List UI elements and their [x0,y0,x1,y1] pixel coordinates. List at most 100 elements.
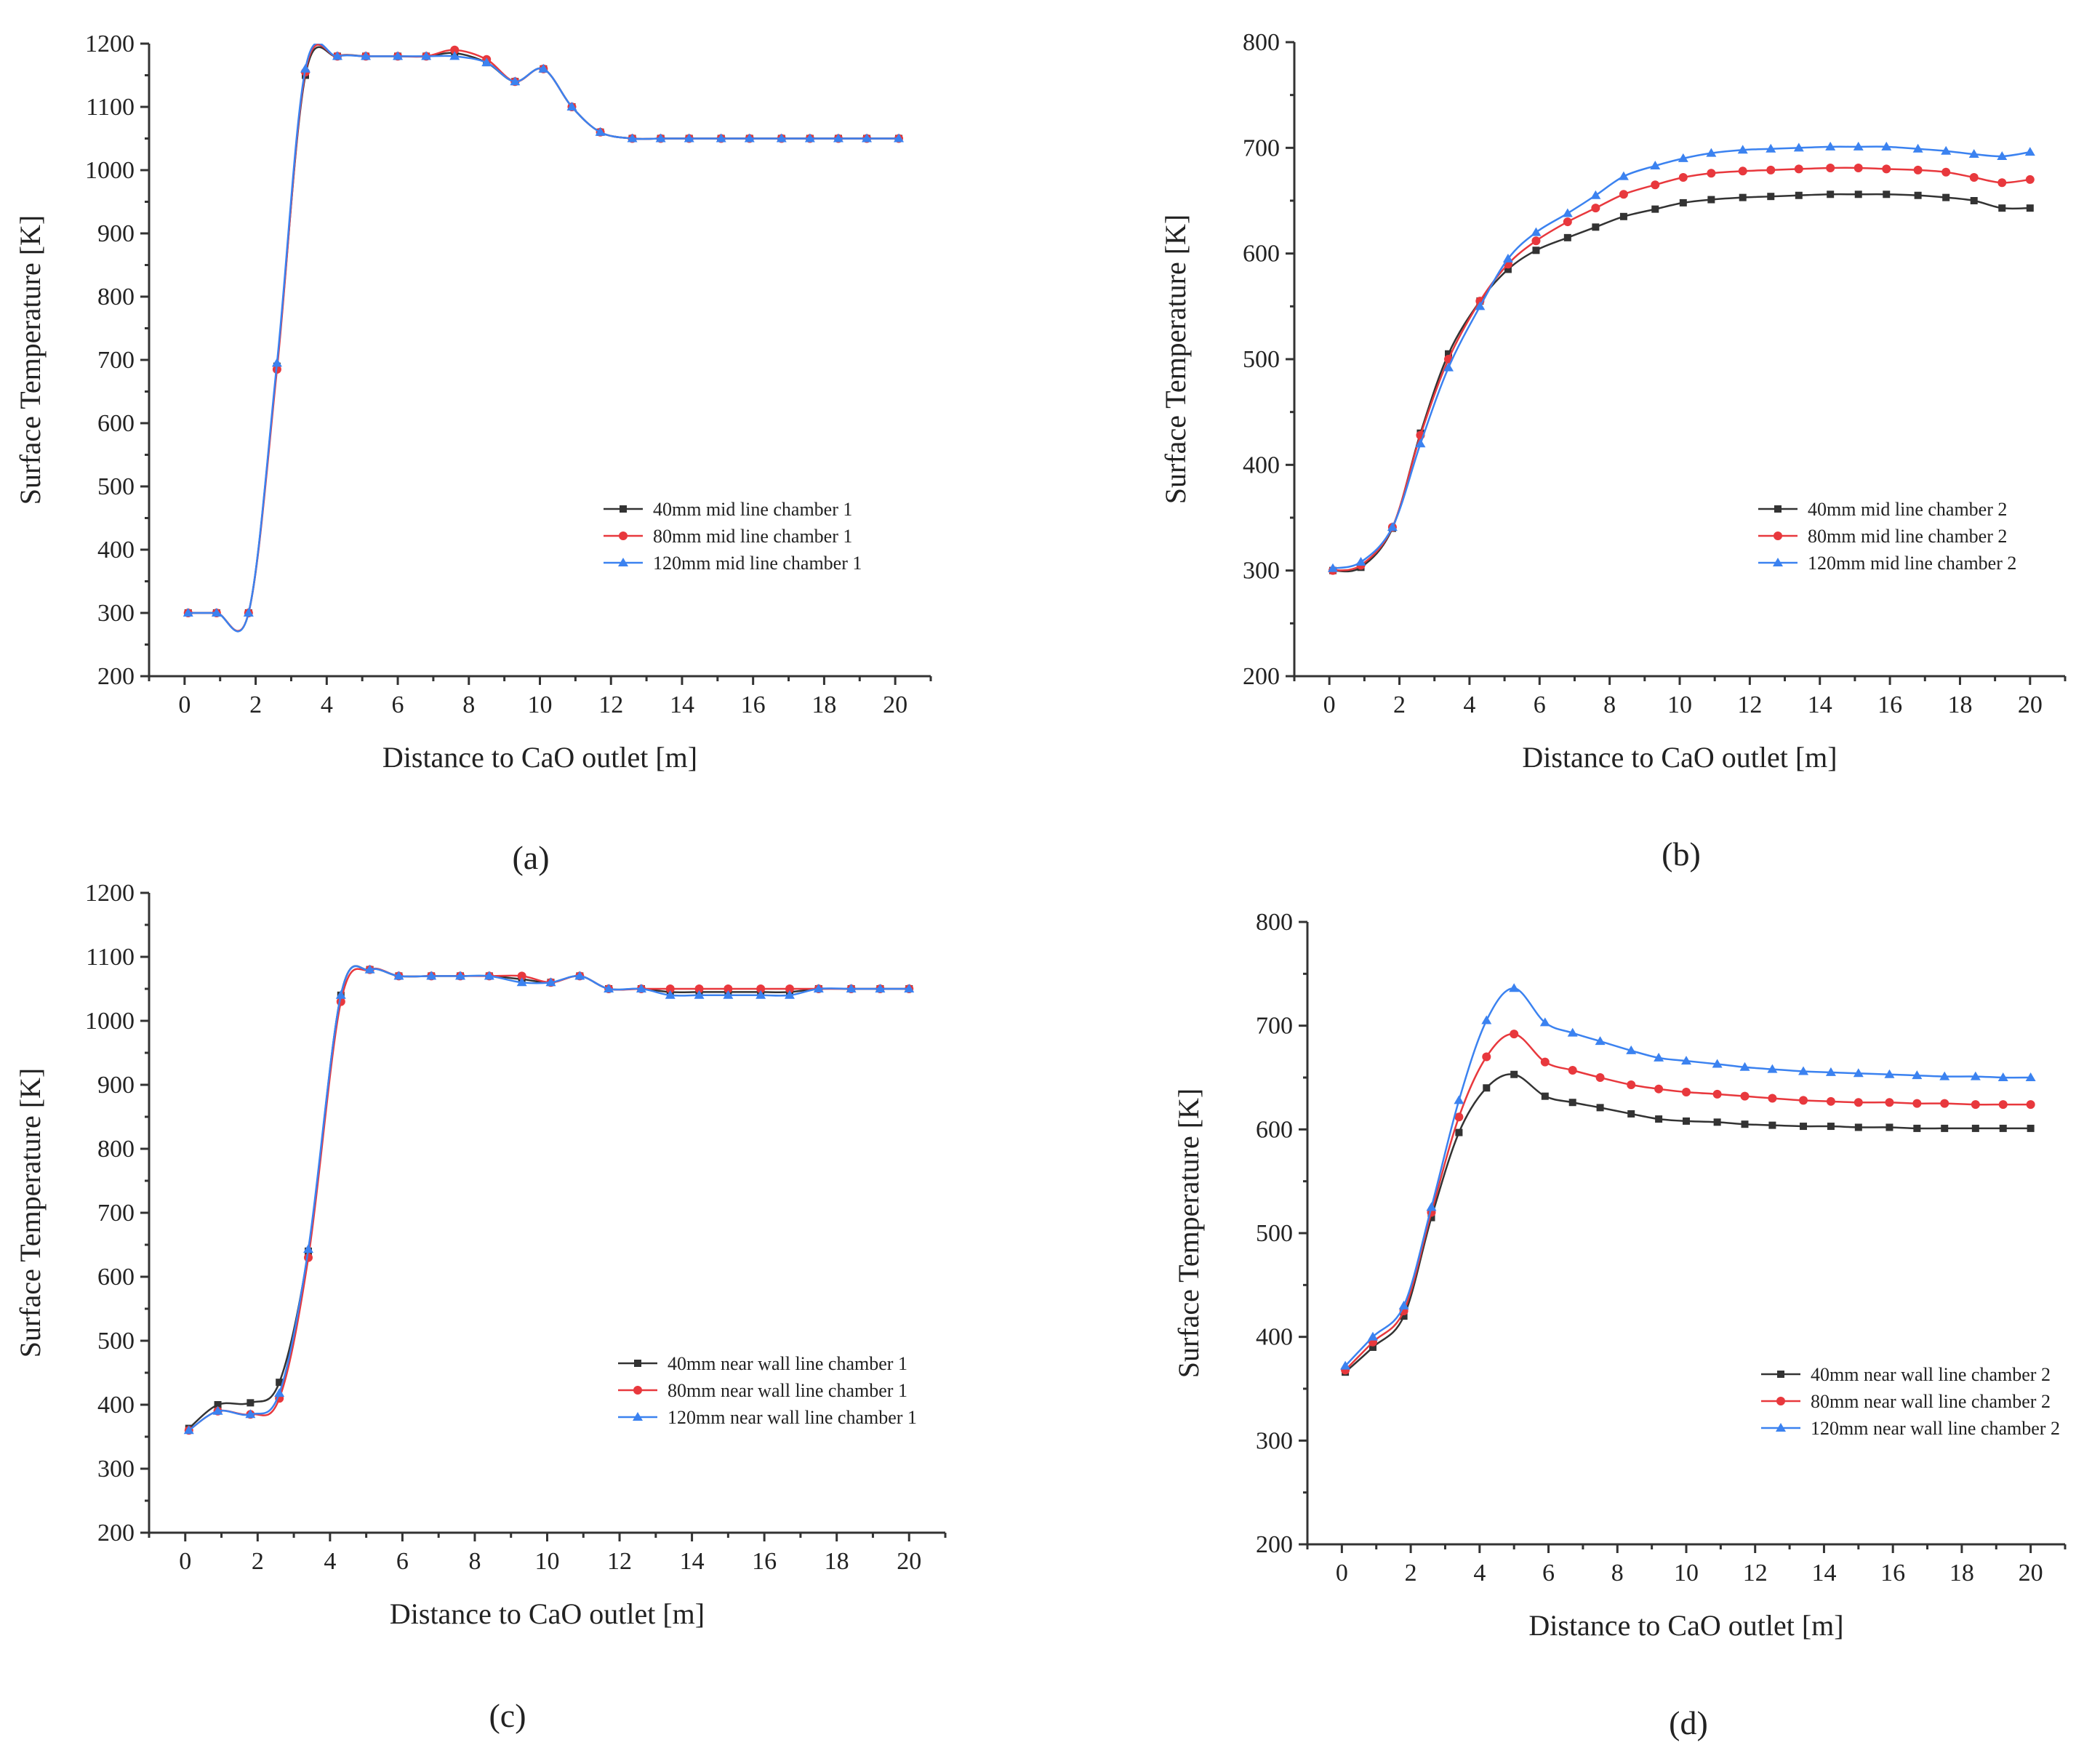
legend-marker [620,505,627,513]
data-point [1942,194,1949,201]
x-tick-label: 6 [392,691,404,718]
x-tick-label: 4 [324,1548,336,1575]
x-tick-label: 0 [179,1548,191,1575]
x-tick-label: 16 [1880,1560,1905,1586]
data-point [1707,169,1715,177]
data-point [1854,164,1863,172]
data-point [1766,166,1775,175]
data-point [1941,1125,1948,1132]
x-tick-label: 2 [252,1548,264,1575]
y-tick-label: 1000 [85,1008,135,1035]
legend-label: 40mm mid line chamber 1 [653,499,852,520]
data-point [1883,190,1890,198]
data-point [1620,213,1627,220]
data-point [1654,1085,1663,1094]
y-axis-title: Surface Temperature [K] [14,1068,47,1357]
data-point [1541,1058,1550,1067]
x-tick-label: 0 [178,691,191,718]
chart-panel-b: 2003004005006007008000 2 4 6 8 10 12 14 16 18 20Di… [1159,29,2065,873]
x-tick-label: 14 [670,691,694,718]
data-point [1627,1080,1635,1089]
legend-label: 40mm mid line chamber 2 [1808,499,2007,520]
data-point [1683,1118,1690,1125]
x-tick-label: 18 [1947,691,1972,718]
x-tick-label: 18 [825,1548,849,1575]
data-point [1679,173,1688,182]
x-tick-label: 16 [752,1548,777,1575]
y-tick-label: 400 [97,1392,135,1419]
x-tick-label: 8 [468,1548,481,1575]
legend-label: 80mm mid line chamber 2 [1808,526,2007,547]
x-tick-label: 14 [1811,1560,1836,1586]
data-point [1854,1098,1863,1107]
data-point [2026,175,2035,184]
y-tick-label: 500 [97,473,135,500]
data-point [1800,1123,1807,1130]
data-point [1997,178,2006,187]
x-tick-label: 6 [396,1548,409,1575]
data-point [1592,223,1599,230]
x-tick-label: 8 [1603,691,1616,718]
data-point [1739,194,1747,201]
data-point [1970,173,1979,182]
legend-marker [633,1386,642,1395]
series-markers-2 [1341,1030,2035,1374]
data-point [1971,197,1978,204]
data-point [1569,1099,1576,1106]
x-tick-label: 12 [607,1548,632,1575]
data-point [1742,1120,1749,1128]
data-point [1356,557,1366,566]
legend-label: 40mm near wall line chamber 2 [1811,1364,2051,1385]
x-tick-label: 18 [811,691,836,718]
x-tick-label: 10 [1674,1560,1699,1586]
data-point [1531,236,1540,245]
figure-canvas: 2003004005006007008009001000110012000 2 4 6… [0,0,2100,1761]
data-point [1596,1073,1605,1082]
x-tick-label: 0 [1323,691,1336,718]
data-point [1855,1123,1862,1131]
legend-label: 120mm mid line chamber 1 [653,553,862,574]
data-point [1510,1030,1518,1038]
y-tick-label: 200 [1243,663,1280,690]
y-tick-label: 800 [1256,909,1293,936]
y-tick-label: 200 [97,663,135,690]
data-point [1972,1125,1979,1132]
data-point [1795,192,1803,199]
data-point [1739,167,1747,175]
series-markers-1 [1342,1071,2035,1376]
legend-marker [1776,1397,1785,1405]
legend: 40mm mid line chamber 1 80mm mid line cha… [604,499,862,574]
x-axis-title: Distance to CaO outlet [m] [390,1597,705,1630]
y-tick-label: 500 [97,1328,135,1355]
data-point [1510,1071,1518,1078]
y-tick-label: 400 [1256,1324,1293,1351]
x-tick-label: 8 [1611,1560,1624,1586]
data-point [1563,208,1573,217]
data-point [2025,147,2035,156]
chart-panel-d: 2003004005006007008000 2 4 6 8 10 12 14 16 18 20Di… [1172,909,2065,1741]
data-point [1707,196,1715,204]
data-point [1768,1094,1776,1103]
data-point [2027,1125,2035,1132]
data-point [1714,1118,1721,1126]
panel-label: (a) [512,839,549,876]
y-tick-label: 900 [97,1072,135,1099]
data-point [1655,1115,1662,1123]
data-point [1940,1099,1949,1108]
x-tick-label: 2 [1405,1560,1417,1586]
x-tick-label: 12 [598,691,623,718]
y-axis-title: Surface Temperature [K] [1172,1088,1205,1378]
x-tick-label: 4 [1463,691,1475,718]
legend-label: 80mm mid line chamber 1 [653,526,852,547]
data-point [1713,1090,1722,1099]
legend: 40mm near wall line chamber 180mm near w… [618,1353,917,1428]
y-axis-title: Surface Temperature [K] [14,215,47,505]
y-tick-label: 700 [1256,1013,1293,1040]
data-point [1941,168,1950,177]
panel-label: (b) [1662,835,1701,873]
legend-label: 120mm near wall line chamber 1 [668,1407,917,1428]
data-point [1542,1093,1549,1100]
data-point [272,358,282,366]
data-point [2027,204,2034,212]
y-tick-label: 600 [97,410,135,437]
